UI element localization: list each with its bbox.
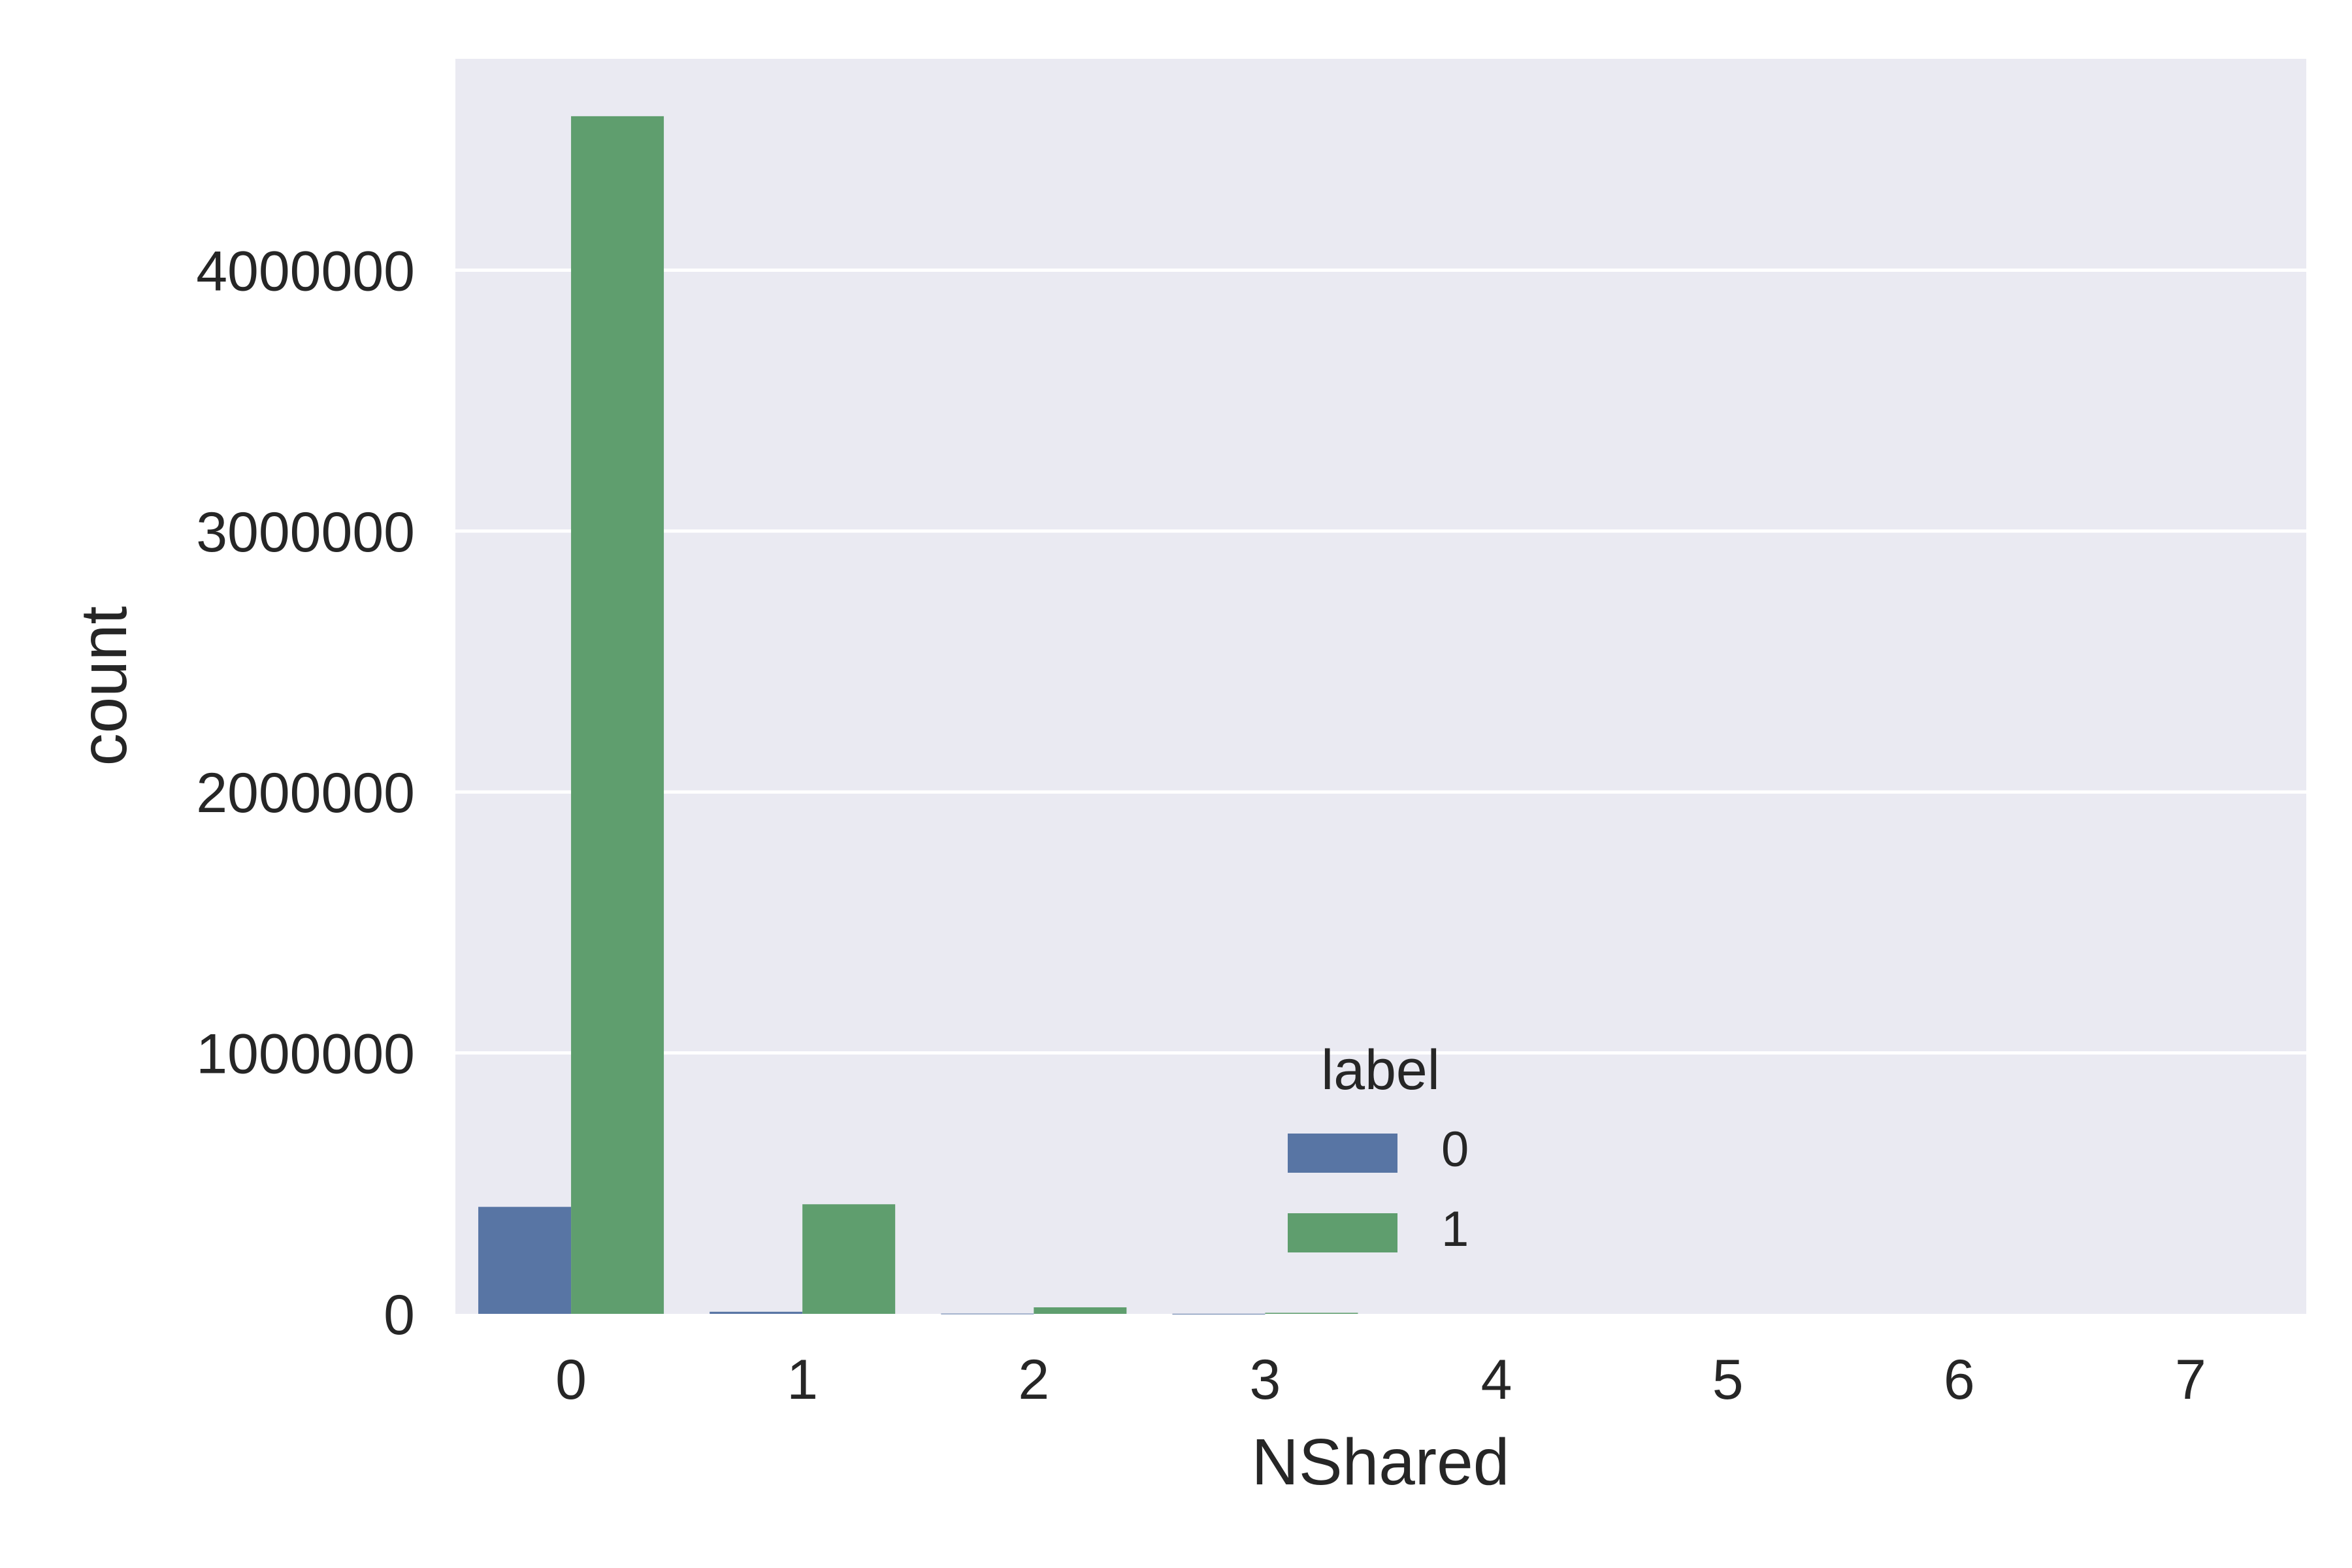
y-tick-label: 1000000: [196, 1023, 415, 1086]
legend-swatch-0: [1288, 1134, 1397, 1173]
y-tick-label: 0: [384, 1284, 415, 1347]
bar-series-0-cat-3: [1172, 1313, 1266, 1315]
plot-background: [455, 59, 2306, 1314]
bar-series-0-cat-2: [941, 1313, 1034, 1315]
x-tick-label: 3: [1250, 1348, 1281, 1411]
bar-series-1-cat-3: [1265, 1313, 1358, 1314]
x-tick-label: 1: [787, 1348, 818, 1411]
x-tick-label: 0: [555, 1348, 587, 1411]
y-tick-label: 3000000: [196, 501, 415, 564]
x-tick-labels: 0 1 2 3 4 5 6 7: [555, 1348, 2206, 1411]
legend-label-0: 0: [1441, 1122, 1469, 1177]
legend-title: label: [1321, 1039, 1440, 1102]
y-axis-title: count: [67, 606, 140, 766]
bars: [478, 116, 1358, 1315]
x-tick-label: 7: [2175, 1348, 2206, 1411]
x-tick-label: 6: [1944, 1348, 1975, 1411]
bar-series-0-cat-0: [478, 1207, 572, 1314]
bar-series-1-cat-0: [571, 116, 664, 1314]
y-tick-labels: 0 1000000 2000000 3000000 4000000: [196, 240, 415, 1347]
bar-series-1-cat-2: [1034, 1307, 1127, 1314]
bar-series-1-cat-1: [802, 1204, 896, 1314]
legend: label 0 1: [1288, 1039, 1469, 1257]
legend-swatch-1: [1288, 1213, 1397, 1252]
bar-series-0-cat-1: [710, 1311, 803, 1314]
y-tick-label: 4000000: [196, 240, 415, 302]
x-tick-label: 4: [1481, 1348, 1512, 1411]
x-tick-label: 5: [1712, 1348, 1744, 1411]
gridlines: [455, 268, 2306, 1055]
x-axis-title: NShared: [1252, 1426, 1510, 1499]
y-tick-label: 2000000: [196, 762, 415, 825]
x-tick-label: 2: [1018, 1348, 1049, 1411]
legend-label-1: 1: [1441, 1201, 1469, 1257]
